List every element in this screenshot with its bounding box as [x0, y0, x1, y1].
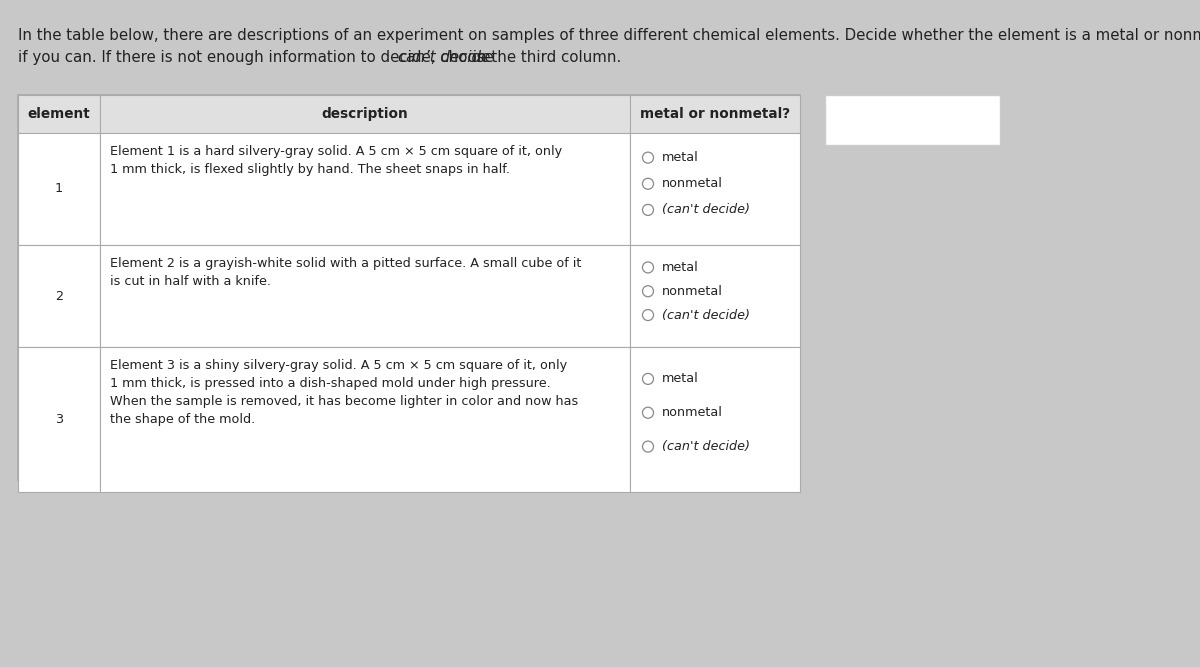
- Text: Element 2 is a grayish-white solid with a pitted surface. A small cube of it
is : Element 2 is a grayish-white solid with …: [110, 257, 581, 288]
- Text: element: element: [28, 107, 90, 121]
- Text: nonmetal: nonmetal: [662, 285, 722, 297]
- Text: (can't decide): (can't decide): [662, 203, 750, 216]
- Text: metal or nonmetal?: metal or nonmetal?: [640, 107, 790, 121]
- Bar: [630, 245, 800, 347]
- Text: (can't decide): (can't decide): [662, 309, 750, 321]
- Text: Element 1 is a hard silvery-gray solid. A 5 cm × 5 cm square of it, only
1 mm th: Element 1 is a hard silvery-gray solid. …: [110, 145, 562, 176]
- Text: 1: 1: [55, 183, 64, 195]
- Bar: [18, 133, 100, 245]
- Text: (can't decide): (can't decide): [662, 440, 750, 453]
- Text: ×: ×: [869, 111, 886, 129]
- Text: ↺: ↺: [940, 111, 955, 129]
- Bar: [630, 347, 800, 492]
- Text: nonmetal: nonmetal: [662, 177, 722, 190]
- Bar: [100, 95, 630, 133]
- Bar: [100, 133, 630, 245]
- Bar: [630, 133, 800, 245]
- Bar: [18, 95, 100, 133]
- Bar: [18, 347, 100, 492]
- Text: 2: 2: [55, 289, 64, 303]
- Text: 3: 3: [55, 413, 64, 426]
- Text: metal: metal: [662, 372, 698, 386]
- Text: metal: metal: [662, 151, 698, 164]
- Bar: [18, 95, 800, 480]
- Bar: [826, 95, 1000, 145]
- Text: In the table below, there are descriptions of an experiment on samples of three : In the table below, there are descriptio…: [18, 28, 1200, 43]
- Text: nonmetal: nonmetal: [662, 406, 722, 420]
- Text: if you can. If there is not enough information to decide, choose: if you can. If there is not enough infor…: [18, 50, 498, 65]
- Text: in the third column.: in the third column.: [468, 50, 622, 65]
- Bar: [100, 245, 630, 347]
- Bar: [100, 347, 630, 492]
- Bar: [630, 95, 800, 133]
- Text: description: description: [322, 107, 408, 121]
- Text: metal: metal: [662, 261, 698, 274]
- Bar: [18, 245, 100, 347]
- Text: can’t decide: can’t decide: [398, 50, 491, 65]
- Text: Element 3 is a shiny silvery-gray solid. A 5 cm × 5 cm square of it, only
1 mm t: Element 3 is a shiny silvery-gray solid.…: [110, 359, 578, 426]
